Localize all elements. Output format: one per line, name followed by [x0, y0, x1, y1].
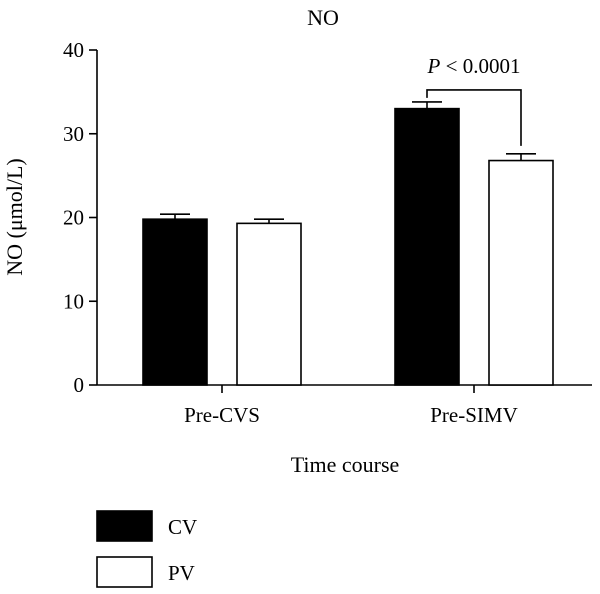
- bar-pv: [488, 159, 554, 386]
- y-axis: 0 10 20 30 40: [63, 38, 98, 397]
- bar-cv: [142, 218, 208, 386]
- significance-label-value: < 0.0001: [440, 54, 520, 78]
- bar-cv: [394, 107, 460, 386]
- bars: [142, 101, 554, 386]
- y-tick-label: 30: [63, 122, 84, 146]
- significance-label-p: P: [427, 54, 441, 78]
- x-axis-label: Time course: [291, 452, 400, 477]
- significance-label: P < 0.0001: [427, 54, 521, 78]
- significance-bracket: [426, 89, 522, 146]
- legend-swatch-cv: [96, 510, 153, 542]
- x-tick-label: Pre-SIMV: [430, 403, 518, 427]
- legend: CV PV: [96, 510, 197, 588]
- legend-label-pv: PV: [168, 561, 195, 585]
- y-tick-label: 20: [63, 206, 84, 230]
- x-axis: Pre-CVS Pre-SIMV: [97, 384, 592, 427]
- bar-pv: [236, 222, 302, 386]
- x-tick-label: Pre-CVS: [184, 403, 260, 427]
- y-tick-label: 10: [63, 289, 84, 313]
- legend-swatch-pv: [96, 556, 153, 588]
- y-axis-label: NO (μmol/L): [2, 158, 27, 276]
- y-tick-label: 40: [63, 38, 84, 62]
- significance-annotation: P < 0.0001: [426, 54, 522, 146]
- y-tick-label: 0: [74, 373, 85, 397]
- legend-label-cv: CV: [168, 515, 197, 539]
- chart-title: NO: [307, 5, 339, 30]
